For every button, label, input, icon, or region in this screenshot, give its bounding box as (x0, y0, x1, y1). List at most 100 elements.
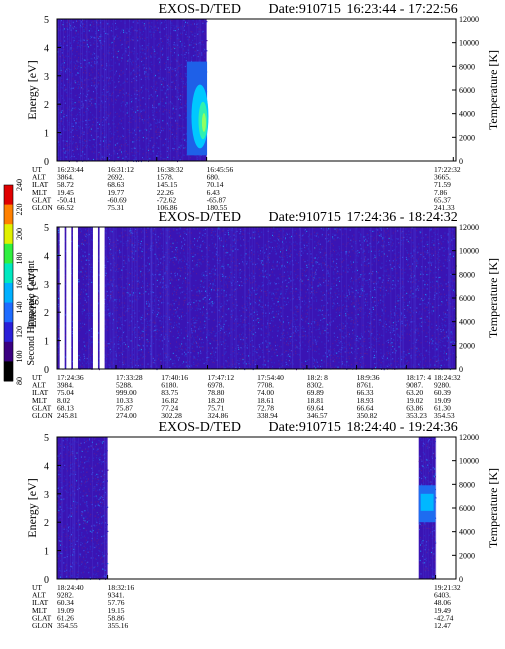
noise-pixel (77, 72, 79, 74)
noise-pixel (147, 363, 149, 365)
noise-pixel (139, 105, 141, 107)
noise-pixel (330, 354, 332, 356)
noise-pixel (96, 21, 98, 23)
noise-pixel (157, 155, 159, 157)
noise-pixel (278, 238, 280, 240)
noise-pixel (333, 332, 335, 334)
noise-pixel (201, 273, 203, 275)
noise-pixel (186, 31, 187, 33)
noise-pixel (145, 76, 147, 78)
noise-pixel (87, 145, 89, 147)
noise-pixel (62, 24, 64, 26)
noise-pixel (78, 128, 80, 130)
noise-pixel (170, 38, 172, 40)
noise-pixel (200, 43, 202, 46)
noise-pixel (72, 78, 74, 80)
noise-pixel (268, 333, 270, 335)
noise-pixel (128, 121, 130, 123)
noise-pixel (206, 291, 207, 294)
noise-pixel (90, 28, 92, 30)
noise-pixel (305, 232, 306, 234)
noise-pixel (110, 42, 112, 44)
noise-pixel (100, 42, 102, 44)
noise-pixel (324, 264, 326, 266)
noise-pixel (145, 127, 147, 129)
noise-pixel (95, 100, 97, 102)
y-tick-label: 2 (44, 100, 49, 111)
noise-pixel (57, 107, 59, 109)
noise-pixel (78, 72, 80, 74)
noise-pixel (137, 239, 139, 242)
noise-pixel (161, 127, 163, 129)
noise-pixel (208, 359, 210, 361)
noise-pixel (103, 112, 105, 114)
noise-pixel (131, 62, 132, 64)
noise-pixel (357, 300, 359, 302)
noise-pixel (230, 229, 232, 231)
noise-pixel (299, 341, 301, 343)
noise-pixel (202, 240, 204, 242)
noise-pixel (318, 256, 320, 259)
noise-pixel (322, 355, 324, 357)
noise-pixel (161, 130, 163, 132)
noise-pixel (147, 305, 149, 307)
noise-pixel (181, 44, 183, 47)
noise-pixel (349, 269, 351, 271)
noise-pixel (73, 41, 75, 43)
noise-pixel (109, 44, 111, 46)
noise-pixel (308, 346, 310, 348)
noise-pixel (299, 242, 301, 244)
noise-pixel (363, 249, 365, 251)
noise-pixel (378, 250, 380, 253)
noise-pixel (134, 88, 136, 90)
noise-pixel (119, 253, 121, 255)
noise-pixel (148, 272, 150, 274)
noise-pixel (255, 263, 257, 266)
noise-pixel (153, 35, 155, 37)
noise-pixel (153, 65, 155, 67)
noise-pixel (114, 299, 116, 301)
noise-pixel (350, 319, 352, 321)
noise-pixel (334, 229, 336, 231)
noise-pixel (402, 237, 404, 239)
noise-pixel (198, 60, 200, 63)
noise-pixel (211, 337, 213, 340)
noise-pixel (178, 343, 180, 345)
noise-pixel (79, 114, 81, 116)
noise-pixel (289, 246, 291, 248)
noise-pixel (111, 341, 113, 344)
noise-pixel (404, 299, 405, 301)
noise-pixel (143, 140, 144, 142)
noise-pixel (438, 268, 439, 271)
noise-pixel (198, 28, 200, 30)
noise-pixel (57, 51, 59, 53)
noise-pixel (148, 98, 150, 100)
noise-pixel (175, 291, 177, 293)
noise-pixel (116, 127, 118, 129)
noise-pixel (423, 288, 425, 290)
noise-pixel (72, 123, 74, 125)
noise-pixel (146, 47, 147, 49)
noise-pixel (203, 362, 205, 365)
noise-pixel (148, 131, 150, 133)
noise-pixel (336, 284, 338, 286)
noise-pixel (318, 277, 320, 279)
noise-pixel (303, 279, 305, 281)
noise-pixel (184, 351, 185, 353)
noise-pixel (336, 278, 338, 280)
noise-pixel (301, 362, 303, 364)
noise-pixel (81, 130, 83, 132)
noise-pixel (64, 84, 66, 86)
noise-pixel (66, 107, 68, 109)
noise-pixel (148, 95, 150, 97)
noise-pixel (68, 129, 70, 131)
noise-pixel (288, 276, 290, 278)
noise-pixel (144, 120, 146, 122)
noise-pixel (97, 63, 99, 65)
noise-pixel (231, 284, 233, 286)
noise-pixel (382, 335, 384, 337)
noise-pixel (71, 48, 73, 50)
noise-pixel (159, 31, 161, 33)
noise-pixel (78, 272, 80, 274)
noise-pixel (408, 361, 410, 363)
